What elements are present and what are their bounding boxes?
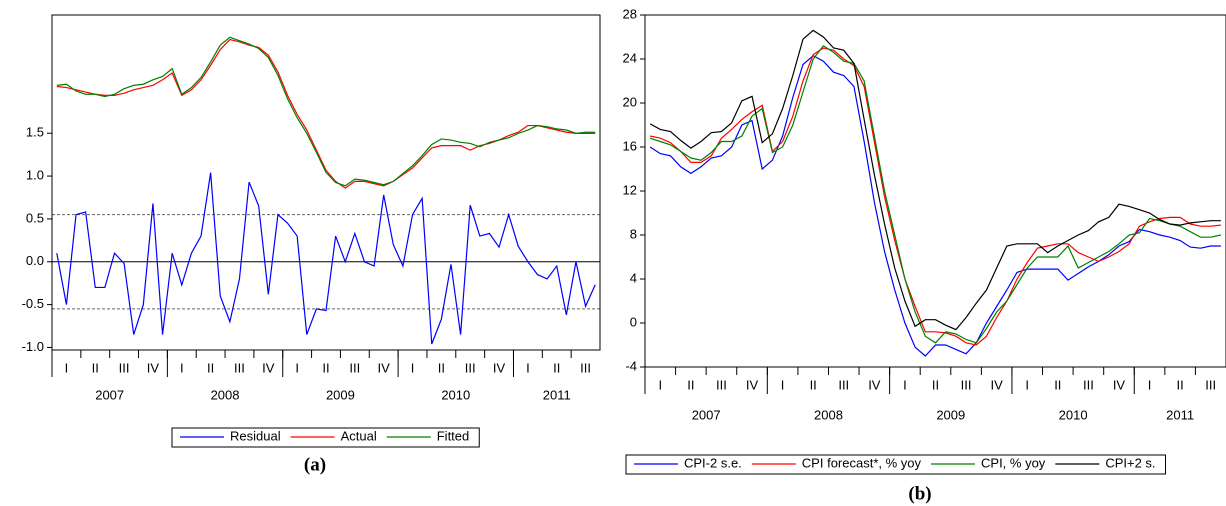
y-tick-label: 12: [623, 182, 637, 197]
x-tick-label: IV: [1113, 377, 1126, 392]
x-tick-label: III: [349, 360, 360, 375]
legend-label: Fitted: [437, 428, 470, 443]
legend-label: Residual: [230, 428, 281, 443]
y-tick-label: 0: [630, 314, 637, 329]
x-tick-label: IV: [868, 377, 881, 392]
series-line: [56, 172, 596, 345]
x-tick-label: II: [1177, 377, 1184, 392]
x-tick-label: III: [1083, 377, 1094, 392]
legend-box: [625, 454, 1167, 475]
x-tick-label: IV: [147, 360, 160, 375]
x-tick-label: I: [781, 377, 785, 392]
year-label: 2011: [1166, 407, 1194, 422]
caption: (b): [908, 483, 931, 504]
year-label: 2010: [1059, 407, 1088, 422]
y-tick-label: 16: [623, 138, 637, 153]
series-line: [649, 47, 1221, 346]
plot-frame: [644, 14, 1226, 368]
x-tick-label: III: [1205, 377, 1216, 392]
x-tick-label: III: [716, 377, 727, 392]
x-tick-label: IV: [991, 377, 1004, 392]
legend: Residual Actual Fitted: [171, 427, 480, 448]
x-tick-label: II: [932, 377, 939, 392]
legend: CPI-2 s.e. CPI forecast*, % yoy CPI, % yoy…: [625, 454, 1167, 475]
y-tick-label: 4: [630, 270, 637, 285]
year-label: 2011: [543, 387, 571, 402]
x-tick-label: II: [553, 360, 560, 375]
plot-frame: [51, 14, 601, 351]
year-label: 2010: [441, 387, 470, 402]
x-tick-label: IV: [493, 360, 506, 375]
x-tick-label: II: [810, 377, 817, 392]
x-tick-label: I: [411, 360, 415, 375]
y-tick-label: 8: [630, 226, 637, 241]
series-line: [56, 36, 596, 187]
y-tick-label: -0.5: [22, 296, 44, 311]
x-tick-label: II: [1054, 377, 1061, 392]
x-tick-label: III: [119, 360, 130, 375]
series-line: [649, 54, 1221, 357]
y-tick-label: 28: [623, 6, 637, 21]
x-tick-label: III: [234, 360, 245, 375]
year-label: 2008: [211, 387, 240, 402]
legend-label: CPI-2 s.e.: [684, 455, 742, 470]
caption: (a): [304, 454, 326, 475]
year-label: 2008: [814, 407, 843, 422]
y-tick-label: 0.5: [26, 210, 44, 225]
x-tick-label: IV: [378, 360, 391, 375]
x-tick-label: IV: [746, 377, 759, 392]
series-line: [56, 38, 596, 189]
year-label: 2009: [936, 407, 965, 422]
x-tick-label: III: [961, 377, 972, 392]
x-tick-label: II: [322, 360, 329, 375]
x-tick-label: III: [465, 360, 476, 375]
x-tick-label: I: [295, 360, 299, 375]
x-tick-label: IV: [262, 360, 275, 375]
y-tick-label: 1.0: [26, 168, 44, 183]
legend-label: CPI, % yoy: [981, 455, 1046, 470]
series-line: [649, 29, 1221, 331]
x-tick-label: II: [438, 360, 445, 375]
y-tick-label: 24: [623, 50, 637, 65]
year-label: 2009: [326, 387, 355, 402]
legend-label: Actual: [341, 428, 377, 443]
series-line: [649, 44, 1222, 344]
y-tick-label: -1.0: [22, 339, 44, 354]
year-label: 2007: [692, 407, 721, 422]
legend-label: CPI forecast*, % yoy: [802, 455, 922, 470]
x-tick-label: II: [207, 360, 214, 375]
x-tick-label: II: [92, 360, 99, 375]
y-tick-label: 1.5: [26, 125, 44, 140]
x-tick-label: I: [1025, 377, 1029, 392]
y-tick-label: 20: [623, 94, 637, 109]
x-tick-label: II: [687, 377, 694, 392]
year-label: 2007: [95, 387, 124, 402]
x-tick-label: I: [903, 377, 907, 392]
x-tick-label: III: [838, 377, 849, 392]
x-tick-label: I: [65, 360, 69, 375]
x-tick-label: I: [180, 360, 184, 375]
x-tick-label: I: [526, 360, 530, 375]
y-tick-label: 0.0: [26, 253, 44, 268]
x-tick-label: I: [658, 377, 662, 392]
y-tick-label: -4: [625, 358, 637, 373]
x-tick-label: I: [1148, 377, 1152, 392]
x-tick-label: III: [580, 360, 591, 375]
legend-label: CPI+2 s.: [1105, 455, 1155, 470]
